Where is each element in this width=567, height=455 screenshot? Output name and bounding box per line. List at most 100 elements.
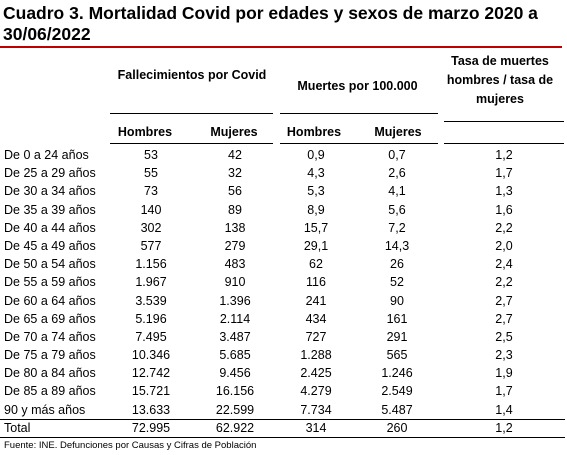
- fallecimientos-hombres-cell: 1.967: [135, 275, 167, 290]
- age-label-cell: De 0 a 24 años: [4, 148, 89, 162]
- fallecimientos-hombres-cell: 1.156: [135, 257, 167, 272]
- tasa-ratio-cell: 1,7: [495, 166, 513, 181]
- tasa-ratio-cell: 1,6: [495, 202, 513, 217]
- table-row: De 0 a 24 años 53 42 0,9 0,7 1,2: [0, 146, 567, 164]
- tasa-ratio-cell: 2,2: [495, 220, 513, 235]
- table-row: De 50 a 54 años 1.156 483 62 26 2,4: [0, 255, 567, 273]
- fallecimientos-mujeres-cell: 16.156: [215, 384, 255, 399]
- muertes-hombres-cell: 314: [305, 420, 327, 435]
- header-tasa: Tasa de muertes hombres / tasa de mujere…: [446, 54, 554, 106]
- fallecimientos-mujeres-cell: 910: [224, 275, 246, 290]
- fallecimientos-mujeres-cell: 89: [228, 202, 242, 217]
- fallecimientos-hombres-cell: 72.995: [131, 420, 171, 435]
- age-label-cell: De 75 a 79 años: [4, 348, 96, 363]
- muertes-hombres-cell: 1.288: [300, 348, 332, 363]
- fallecimientos-hombres-cell: 55: [144, 166, 158, 181]
- muertes-mujeres-cell: 565: [386, 348, 408, 363]
- fallecimientos-hombres-cell: 7.495: [135, 329, 167, 344]
- muertes-hombres-cell: 62: [309, 257, 323, 272]
- age-label-cell: De 55 a 59 años: [4, 275, 96, 290]
- header-divider: [110, 113, 273, 114]
- muertes-hombres-cell: 727: [305, 329, 327, 344]
- subheader-hombres: Hombres: [117, 125, 173, 139]
- muertes-mujeres-cell: 5.487: [381, 402, 413, 417]
- fallecimientos-mujeres-cell: 56: [228, 184, 242, 199]
- muertes-mujeres-cell: 5,6: [388, 202, 406, 217]
- fallecimientos-mujeres-cell: 62.922: [215, 420, 255, 435]
- muertes-hombres-cell: 116: [306, 275, 326, 290]
- age-label-cell: De 35 a 39 años: [4, 202, 96, 217]
- table-row: De 70 a 74 años 7.495 3.487 727 291 2,5: [0, 328, 567, 346]
- title-divider: [0, 46, 562, 48]
- fallecimientos-hombres-cell: 302: [140, 220, 162, 235]
- table-row: De 25 a 29 años 55 32 4,3 2,6 1,7: [0, 164, 567, 182]
- table-row: De 30 a 34 años 73 56 5,3 4,1 1,3: [0, 182, 567, 200]
- tasa-ratio-cell: 1,7: [495, 384, 513, 399]
- tasa-ratio-cell: 2,7: [495, 293, 513, 308]
- muertes-mujeres-cell: 90: [390, 293, 404, 308]
- fallecimientos-mujeres-cell: 1.396: [219, 293, 251, 308]
- muertes-hombres-cell: 241: [305, 293, 327, 308]
- table-row: De 45 a 49 años 577 279 29,1 14,3 2,0: [0, 237, 567, 255]
- table-row: De 65 a 69 años 5.196 2.114 434 161 2,7: [0, 310, 567, 328]
- fallecimientos-hombres-cell: 53: [144, 148, 158, 162]
- subheader-mujeres: Mujeres: [374, 125, 422, 139]
- subheader-mujeres: Mujeres: [210, 125, 258, 139]
- tasa-ratio-cell: 1,2: [495, 148, 513, 162]
- fallecimientos-hombres-cell: 13.633: [131, 402, 171, 417]
- fallecimientos-mujeres-cell: 32: [228, 166, 242, 181]
- fallecimientos-hombres-cell: 73: [144, 184, 158, 199]
- total-divider: [0, 419, 565, 420]
- muertes-mujeres-cell: 260: [386, 420, 408, 435]
- tasa-ratio-cell: 2,3: [495, 348, 513, 363]
- fallecimientos-mujeres-cell: 42: [228, 148, 242, 162]
- muertes-hombres-cell: 15,7: [303, 220, 329, 235]
- fallecimientos-mujeres-cell: 5.685: [219, 348, 251, 363]
- tasa-ratio-cell: 1,3: [495, 184, 513, 199]
- table-row: 90 y más años 13.633 22.599 7.734 5.487 1,4: [0, 401, 567, 419]
- subheader-divider: [110, 143, 273, 144]
- table-bottom-rule: [0, 437, 565, 438]
- age-label-cell: De 30 a 34 años: [4, 184, 96, 199]
- muertes-mujeres-cell: 161: [386, 311, 408, 326]
- muertes-mujeres-cell: 26: [390, 257, 404, 272]
- age-label-cell: De 25 a 29 años: [4, 166, 96, 181]
- muertes-hombres-cell: 4,3: [307, 166, 325, 181]
- source-note: Fuente: INE. Defunciones por Causas y Ci…: [4, 440, 257, 451]
- table-row: De 60 a 64 años 3.539 1.396 241 90 2,7: [0, 292, 567, 310]
- fallecimientos-hombres-cell: 15.721: [131, 384, 171, 399]
- fallecimientos-mujeres-cell: 138: [224, 220, 246, 235]
- fallecimientos-mujeres-cell: 22.599: [215, 402, 255, 417]
- muertes-hombres-cell: 5,3: [307, 184, 325, 199]
- age-label-cell: De 65 a 69 años: [4, 311, 96, 326]
- muertes-mujeres-cell: 0,7: [388, 148, 406, 162]
- table-row: De 40 a 44 años 302 138 15,7 7,2 2,2: [0, 219, 567, 237]
- fallecimientos-hombres-cell: 577: [140, 238, 162, 253]
- header-fallecimientos: Fallecimientos por Covid: [117, 68, 267, 82]
- muertes-mujeres-cell: 291: [386, 329, 408, 344]
- tasa-ratio-cell: 2,5: [495, 329, 513, 344]
- total-row: Total 72.995 62.922 314 260 1,2: [0, 419, 567, 437]
- age-label-cell: De 80 a 84 años: [4, 366, 96, 381]
- muertes-mujeres-cell: 2,6: [388, 166, 406, 181]
- age-label-cell: De 50 a 54 años: [4, 257, 96, 272]
- tasa-ratio-cell: 2,4: [495, 257, 513, 272]
- fallecimientos-hombres-cell: 3.539: [135, 293, 167, 308]
- subheader-divider: [444, 143, 564, 144]
- tasa-ratio-cell: 1,4: [495, 402, 513, 417]
- muertes-hombres-cell: 434: [305, 311, 327, 326]
- age-label-cell: De 60 a 64 años: [4, 293, 96, 308]
- muertes-hombres-cell: 0,9: [307, 148, 325, 162]
- fallecimientos-mujeres-cell: 279: [224, 238, 246, 253]
- muertes-mujeres-cell: 7,2: [388, 220, 406, 235]
- fallecimientos-mujeres-cell: 483: [224, 257, 246, 272]
- tasa-ratio-cell: 2,0: [495, 238, 513, 253]
- muertes-mujeres-cell: 14,3: [384, 238, 410, 253]
- age-label-cell: De 45 a 49 años: [4, 238, 96, 253]
- tasa-ratio-cell: 2,7: [495, 311, 513, 326]
- muertes-mujeres-cell: 1.246: [381, 366, 413, 381]
- table-row: De 85 a 89 años 15.721 16.156 4.279 2.549 1,7: [0, 382, 567, 400]
- header-muertes: Muertes por 100.000: [297, 79, 418, 93]
- fallecimientos-hombres-cell: 10.346: [131, 348, 171, 363]
- fallecimientos-mujeres-cell: 9.456: [219, 366, 251, 381]
